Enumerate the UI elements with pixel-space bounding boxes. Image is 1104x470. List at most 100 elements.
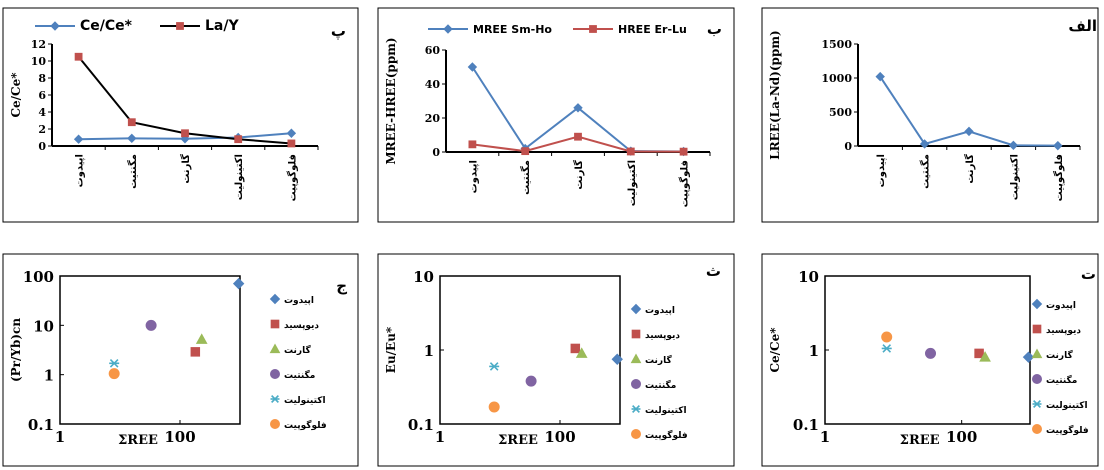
panel-frame <box>2 7 359 223</box>
legend-marker <box>630 353 642 364</box>
y-tick-label: 10 <box>413 268 434 286</box>
data-point <box>525 375 537 387</box>
y-tick-label: 1500 <box>821 38 852 51</box>
legend: MREE Sm-Ho HREE Er-Lu <box>428 23 687 36</box>
x-tick-label: 100 <box>544 428 575 446</box>
star-stroke <box>632 405 640 413</box>
x-category-label: فلوگوپیت <box>1052 154 1065 201</box>
x-tick-label: 100 <box>164 428 195 446</box>
legend-marker <box>443 24 453 34</box>
data-point <box>570 343 581 354</box>
x-category-label: اپیدوت <box>876 154 887 187</box>
axes: 0 20 40 60 اپیدوت مگنتیت گارنت اکتینولیت فلوگوپی… <box>384 37 711 207</box>
data-point <box>127 118 136 127</box>
y-tick-label: 60 <box>425 44 441 57</box>
x-category-label: مگنتیت <box>519 160 532 195</box>
series-2 <box>979 351 991 362</box>
y-tick-label: 8 <box>38 72 46 85</box>
legend-label: فلوگوپیت <box>284 419 327 431</box>
y-tick-label: 0 <box>38 140 46 153</box>
x-axis-title: ΣREE <box>498 433 538 448</box>
legend-label: گارنت <box>645 354 672 366</box>
y-axis-title: LREE(La-Nd)(ppm) <box>768 30 782 159</box>
x-category-label: فلوگوپیت <box>678 160 691 207</box>
x-category-label: مگنتیت <box>919 154 932 189</box>
panel-frame <box>377 253 735 467</box>
panel-frame <box>377 7 735 223</box>
x-category-label: گارنت <box>179 154 192 184</box>
data-point <box>287 139 296 148</box>
panel-label: ث <box>706 262 721 280</box>
legend-label: دیوپسید <box>284 321 319 331</box>
series-0 <box>232 277 245 290</box>
y-tick-label: 1 <box>44 367 54 385</box>
legend-label: فلوگوپیت <box>1046 424 1089 436</box>
chart-panel-2: پ 0 2 4 6 8 10 12 اپیدوت مگنتیت گارنت اکتینولیت فلوگ… <box>2 7 359 223</box>
axes: 0 2 4 6 8 10 12 اپیدوت مگنتیت گارنت اکتینولیت فلوگو… <box>9 38 319 201</box>
star-stroke <box>109 358 119 368</box>
panel-frame <box>761 7 1099 223</box>
legend-marker <box>270 319 280 329</box>
y-tick-label: 500 <box>829 106 852 119</box>
series-1 <box>570 343 581 354</box>
star-stroke <box>1033 400 1041 408</box>
y-tick-label: 12 <box>31 38 46 51</box>
legend-marker <box>1031 298 1043 310</box>
y-tick-label: 10 <box>31 55 47 68</box>
legend: Ce/Ce* La/Y <box>35 18 239 34</box>
y-tick-label: 4 <box>38 106 46 119</box>
data-point <box>195 333 208 344</box>
series-2 <box>575 347 588 358</box>
data-point <box>979 351 991 362</box>
data-point <box>286 128 297 138</box>
data-point <box>108 368 120 380</box>
plot-area-border <box>59 275 241 425</box>
x-category-label: اکتینولیت <box>234 154 245 200</box>
data-point <box>232 277 245 290</box>
legend-marker <box>176 22 184 30</box>
legend-marker <box>269 293 281 305</box>
legend-label: مگنتیت <box>645 379 676 391</box>
legend-marker <box>270 369 280 379</box>
series-5 <box>881 331 893 343</box>
series-4 <box>881 344 892 353</box>
legend: اپیدوت دیوپسید گارنت مگنتیت اکتینولیت فلوگوپی… <box>269 293 327 431</box>
data-point <box>181 129 189 138</box>
y-tick-label: 0 <box>844 140 852 153</box>
y-tick-label: 10 <box>33 317 54 335</box>
y-axis-title: Ce/Ce* <box>9 72 23 118</box>
legend: اپیدوت دیوپسید گارنت مگنتیت اکتینولیت فلوگوپی… <box>1031 298 1089 436</box>
y-axis-title: (Pr/Yb)cn <box>9 318 23 382</box>
legend-marker <box>270 395 280 403</box>
star-stroke <box>489 362 499 371</box>
legend-marker <box>50 21 60 31</box>
series-0 <box>611 353 623 365</box>
star-stroke <box>882 344 892 353</box>
panel-label: پ <box>331 22 346 40</box>
legend-label: مگنتیت <box>1046 374 1077 386</box>
x-category-label: فلوگوپیت <box>285 154 298 201</box>
axes: 0 500 1000 1500 اپیدوت مگنتیت گارنت اکتینولیت فل… <box>768 30 1081 201</box>
legend-marker <box>631 429 641 439</box>
legend-marker <box>1031 348 1043 359</box>
panel-label: ب <box>707 20 722 38</box>
y-axis-title: Ce/Ce* <box>768 327 782 373</box>
legend-label: گارنت <box>284 344 311 356</box>
series-5 <box>488 401 500 413</box>
y-tick-label: 1000 <box>821 72 852 85</box>
data-point <box>626 147 635 156</box>
series-0 <box>1022 351 1035 363</box>
data-point <box>127 133 137 144</box>
data-point <box>919 139 930 149</box>
legend-label: MREE Sm-Ho <box>473 23 552 36</box>
data-point <box>489 362 500 371</box>
legend-label: دیوپسید <box>1046 326 1081 336</box>
legend-label: مگنتیت <box>284 369 315 381</box>
data-point <box>875 71 885 82</box>
y-tick-label: 1 <box>809 342 819 360</box>
